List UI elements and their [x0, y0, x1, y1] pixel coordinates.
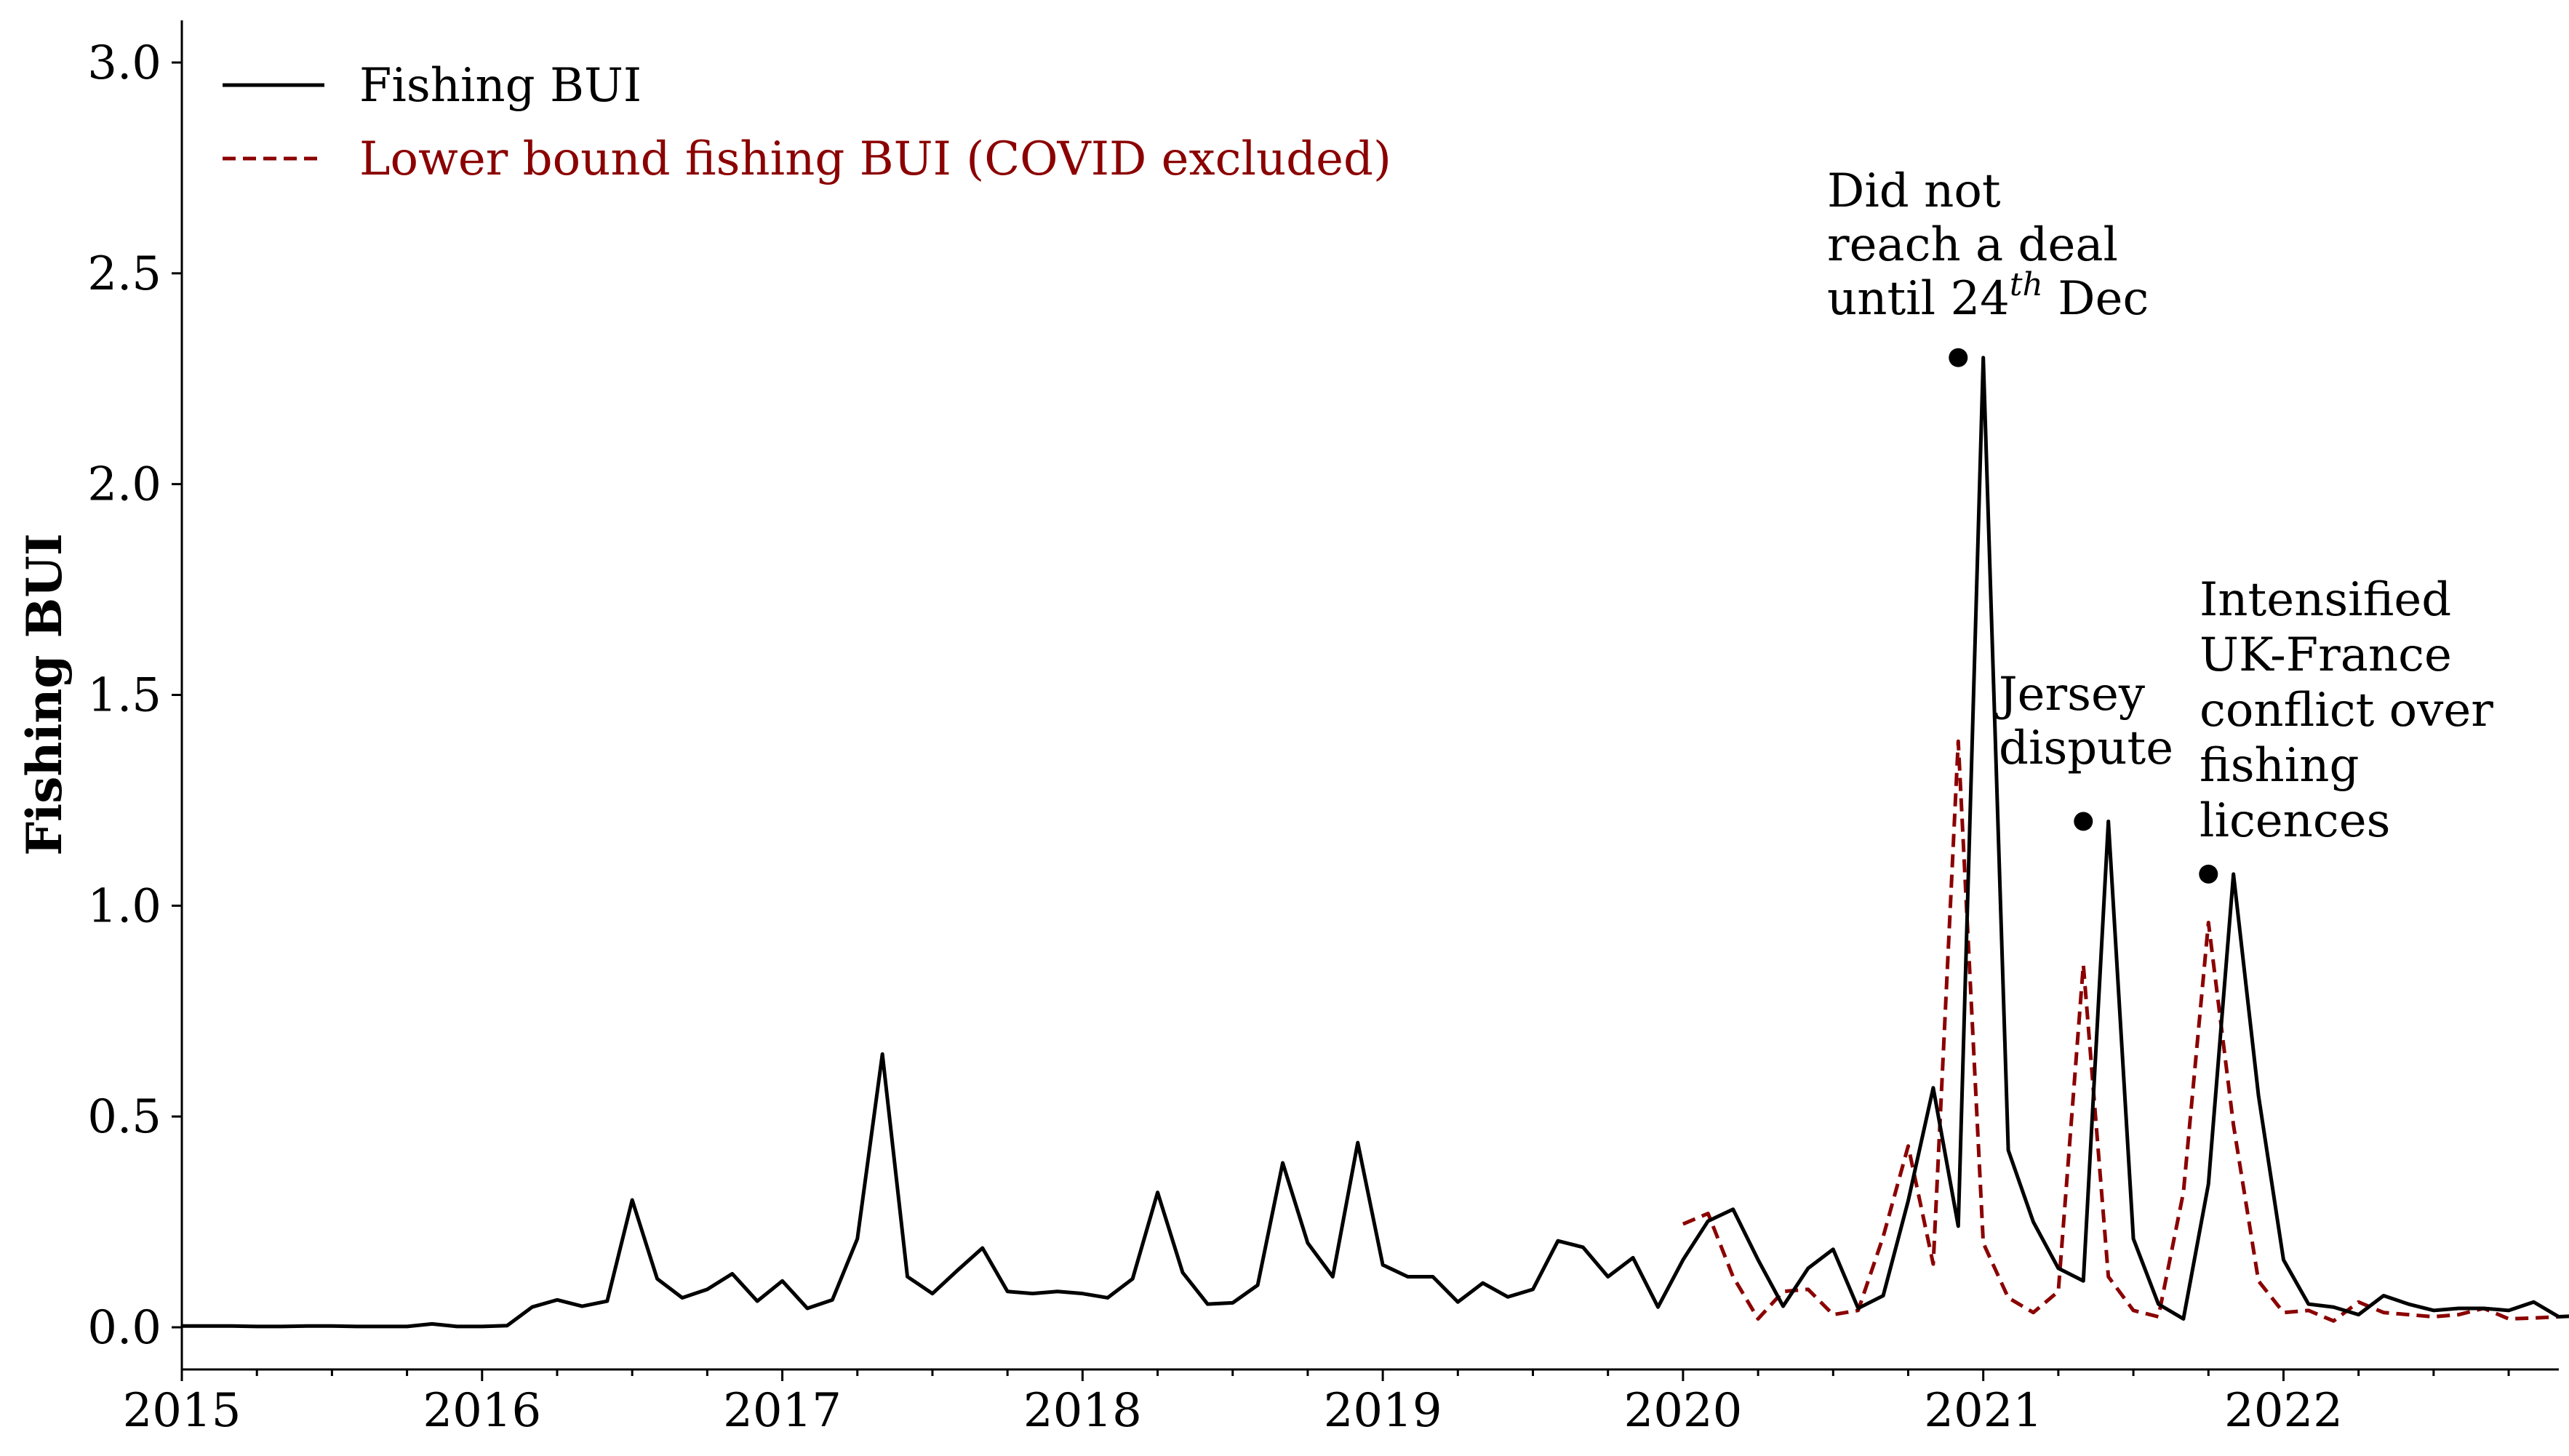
x-tick-label: 2017: [723, 1384, 842, 1438]
peak-marker: [1949, 348, 1968, 367]
annotation-uk-france-line-3: conflict over: [2200, 684, 2493, 737]
annotation-deal-line-2: reach a deal: [1827, 218, 2118, 272]
annotation-jersey-line-2: dispute: [1999, 721, 2173, 775]
y-tick-label: 2.0: [87, 458, 161, 512]
y-tick-label: 1.5: [87, 669, 161, 723]
series-line-lower-bound: [1682, 739, 2559, 1323]
x-tick-label: 2016: [423, 1384, 541, 1438]
annotation-uk-france-line-2: UK-France: [2200, 628, 2452, 682]
annotation-uk-france-line-4: fishing: [2200, 739, 2359, 793]
x-tick-label: 2021: [1924, 1384, 2042, 1438]
peak-marker: [2199, 864, 2218, 884]
series-layer: [182, 356, 2569, 1329]
legend-label-lower-bound: Lower bound fishing BUI (COVID excluded): [359, 132, 1391, 186]
x-ticks: 2015 2016 2017 2018 2019 2020 2021 2022: [123, 1369, 2510, 1438]
y-tick-label: 3.0: [87, 36, 161, 90]
x-tick-label: 2022: [2224, 1384, 2343, 1438]
annotation-deal-line-1: Did not: [1827, 164, 2001, 218]
annotation-deal-superscript: th: [2010, 266, 2043, 303]
y-tick-label: 1.0: [87, 879, 161, 933]
annotation-jersey-line-1: Jersey: [1994, 668, 2145, 721]
x-tick-label: 2018: [1023, 1384, 1142, 1438]
x-tick-label: 2020: [1623, 1384, 1742, 1438]
peak-marker: [2074, 812, 2093, 831]
y-axis-label: Fishing BUI: [16, 533, 73, 855]
annotation-uk-france-line-5: licences: [2200, 794, 2390, 848]
series-line-fishing-bui: [182, 356, 2569, 1329]
annotation-deal: Did not reach a deal until 24th Dec: [1827, 164, 2149, 326]
annotation-jersey: Jersey dispute: [1994, 668, 2173, 775]
legend: Fishing BUI Lower bound fishing BUI (COV…: [223, 59, 1391, 186]
annotation-deal-line-3: until 24th Dec: [1827, 266, 2149, 326]
y-ticks: 0.0 0.5 1.0 1.5 2.0 2.5 3.0: [87, 36, 182, 1355]
y-tick-label: 0.0: [87, 1301, 161, 1355]
peak-markers: [1949, 348, 2218, 884]
x-tick-label: 2019: [1324, 1384, 1442, 1438]
annotation-deal-line-3-main: until 24: [1827, 272, 2010, 326]
y-tick-label: 2.5: [87, 247, 161, 301]
x-tick-label: 2015: [123, 1384, 241, 1438]
legend-label-fishing-bui: Fishing BUI: [359, 59, 642, 113]
y-tick-label: 0.5: [87, 1090, 161, 1144]
annotation-uk-france-line-1: Intensified: [2200, 573, 2451, 627]
annotation-uk-france: Intensified UK-France conflict over fish…: [2200, 573, 2493, 848]
annotation-deal-month: Dec: [2043, 272, 2149, 326]
